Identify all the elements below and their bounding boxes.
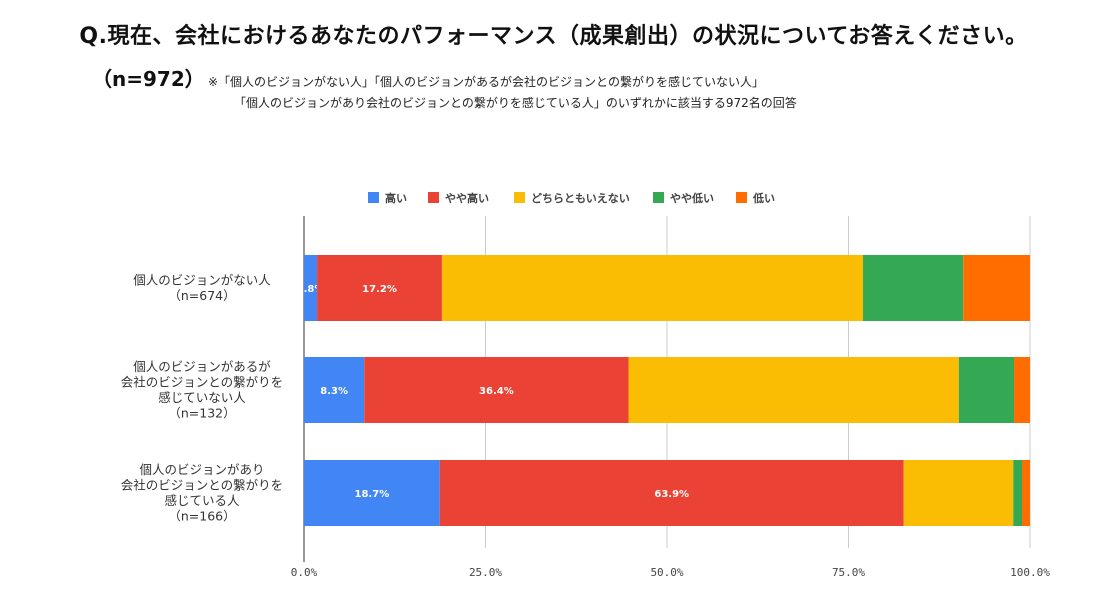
bar-segment [441, 255, 864, 321]
bar-segment [317, 255, 442, 321]
page-title: Q.現在、会社におけるあなたのパフォーマンス（成果創出）の状況についてお答えくだ… [79, 24, 1028, 49]
sample-size: （n=972） [92, 67, 205, 91]
category-label: 感じている人 [164, 493, 240, 508]
x-tick-label: 50.0% [650, 566, 683, 579]
bar-segment [304, 460, 440, 526]
footnote: ※「個人のビジョンがない人」「個人のビジョンがあるが会社のビジョンとの繋がりを感… [208, 72, 797, 114]
legend-label: 低い [752, 191, 775, 205]
data-label: 1.8% [297, 284, 325, 295]
footnote-line-2: 「個人のビジョンがあり会社のビジョンとの繋がりを感じている人」のいずれかに該当す… [234, 96, 797, 110]
bar-segment [863, 255, 964, 321]
legend-swatch [368, 192, 379, 203]
legend-swatch [736, 192, 747, 203]
category-labels: 個人のビジョンがない人（n=674） 個人のビジョンがあるが会社のビジョンとの繋が… [121, 272, 283, 523]
data-label: 36.4% [479, 386, 514, 397]
legend-label: やや低い [670, 191, 714, 205]
bar-segment [1022, 460, 1030, 526]
legend-swatch [653, 192, 664, 203]
category-label: （n=166） [168, 508, 235, 523]
x-tick-label: 75.0% [832, 566, 865, 579]
bar-segment [1013, 460, 1023, 526]
category-label: 個人のビジョンがあり [139, 462, 264, 477]
data-label: 18.7% [355, 489, 390, 500]
legend-label: やや高い [445, 191, 489, 205]
data-label: 8.3% [320, 386, 348, 397]
category-label: 会社のビジョンとの繋がりを [121, 374, 283, 389]
bar-segment [903, 460, 1014, 526]
chart-legend: 高い やや高い どちらともいえない やや低い 低い [368, 191, 775, 205]
legend-swatch [514, 192, 525, 203]
x-tick-label: 100.0% [1010, 566, 1050, 579]
footnote-line-1: ※「個人のビジョンがない人」「個人のビジョンがあるが会社のビジョンとの繋がりを感… [208, 75, 764, 89]
data-label: 17.2% [362, 284, 397, 295]
bar-segment [304, 357, 365, 423]
category-label: 感じていない人 [158, 390, 246, 405]
bar-segment [628, 357, 959, 423]
legend-swatch [428, 192, 439, 203]
bar-segment [364, 357, 629, 423]
x-axis-ticks: 0.0% 25.0% 50.0% 75.0% 100.0% [291, 566, 1050, 579]
bar-segment [958, 357, 1015, 423]
legend-label: どちらともいえない [531, 192, 630, 205]
bar-segment [1014, 357, 1030, 423]
bar-segment [439, 460, 904, 526]
legend-label: 高い [385, 191, 407, 205]
bar-segment [963, 255, 1030, 321]
bar-segment [304, 255, 318, 321]
category-label: 個人のビジョンがあるが [133, 359, 271, 374]
x-tick-label: 0.0% [291, 566, 318, 579]
x-tick-label: 25.0% [469, 566, 502, 579]
category-label: 個人のビジョンがない人 [133, 272, 271, 287]
category-label: （n=674） [168, 288, 235, 303]
chart-bars: 1.8% 17.2% 8.3% 36.4% 18.7% 63.9% [297, 255, 1030, 526]
category-label: 会社のビジョンとの繋がりを [121, 477, 283, 492]
data-label: 63.9% [654, 489, 689, 500]
category-label: （n=132） [168, 405, 235, 420]
